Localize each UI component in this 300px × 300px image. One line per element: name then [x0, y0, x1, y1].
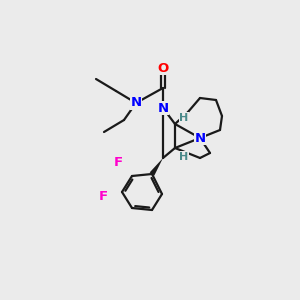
Text: N: N — [194, 131, 206, 145]
Text: N: N — [158, 101, 169, 115]
Text: O: O — [158, 61, 169, 74]
Text: F: F — [113, 157, 123, 169]
Text: H: H — [179, 152, 189, 162]
Text: H: H — [179, 113, 189, 123]
Text: N: N — [130, 97, 142, 110]
Text: F: F — [98, 190, 108, 202]
Polygon shape — [150, 158, 163, 175]
